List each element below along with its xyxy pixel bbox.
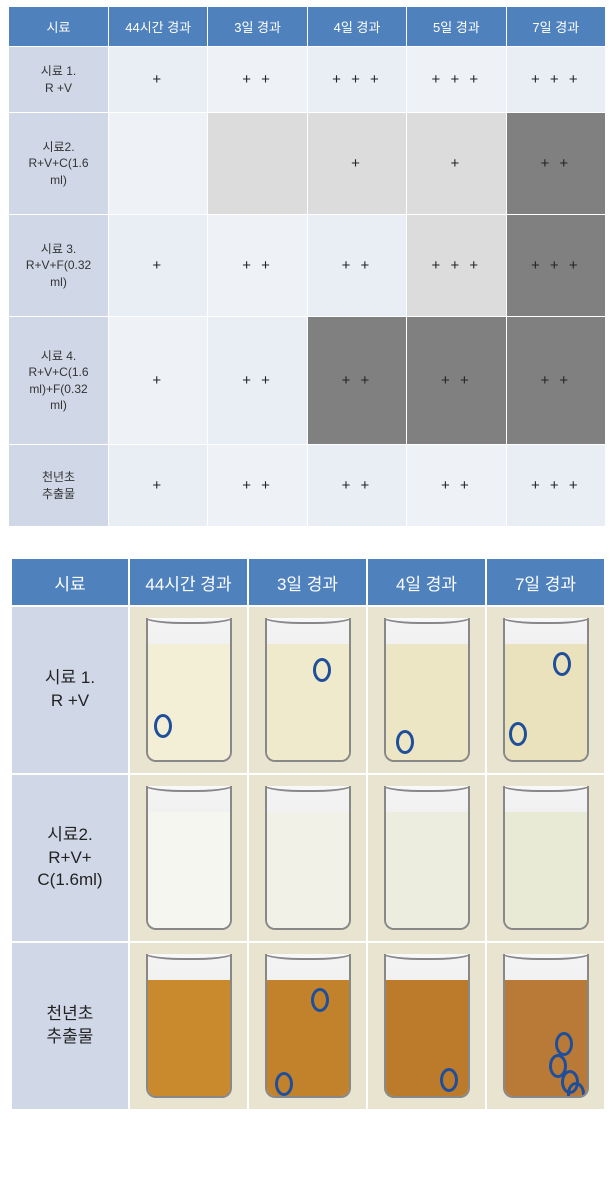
- t2-photo-cell: [129, 606, 248, 774]
- vial-icon: [503, 954, 589, 1098]
- t2-col-header: 4일 경과: [367, 558, 486, 606]
- photo-table: 시료 44시간 경과 3일 경과 4일 경과 7일 경과 시료 1.R +V시료…: [10, 557, 606, 1111]
- t1-row-label: 천년초추출물: [9, 445, 109, 527]
- annotation-ring-icon: [313, 658, 331, 682]
- t1-cell: [208, 113, 307, 215]
- t1-cell: +: [109, 47, 208, 113]
- t1-row-label: 시료 3.R+V+F(0.32ml): [9, 215, 109, 317]
- t2-col-header: 44시간 경과: [129, 558, 248, 606]
- t2-photo-cell: [486, 942, 605, 1110]
- table-row: 천년초추출물++ ++ ++ ++ + +: [9, 445, 606, 527]
- vial-liquid: [148, 812, 230, 928]
- t2-photo-cell: [248, 942, 367, 1110]
- t2-row-label: 시료 1.R +V: [11, 606, 129, 774]
- table-row: 시료2.R+V+C(1.6ml): [11, 774, 605, 942]
- t1-cell: + +: [506, 317, 605, 445]
- vial-icon: [265, 786, 351, 930]
- t2-col-header: 7일 경과: [486, 558, 605, 606]
- vial-icon: [146, 954, 232, 1098]
- t1-cell: +: [109, 317, 208, 445]
- t1-cell: + +: [506, 113, 605, 215]
- t1-cell: + + +: [506, 215, 605, 317]
- table-row: 천년초추출물: [11, 942, 605, 1110]
- annotation-ring-icon: [567, 1082, 585, 1098]
- vial-icon: [503, 618, 589, 762]
- t1-cell: + + +: [407, 215, 506, 317]
- t2-photo-cell: [367, 606, 486, 774]
- vial-liquid: [267, 812, 349, 928]
- vial-icon: [146, 786, 232, 930]
- t2-photo-cell: [248, 774, 367, 942]
- t2-col-header: 3일 경과: [248, 558, 367, 606]
- vial-icon: [503, 786, 589, 930]
- t1-cell: + + +: [506, 47, 605, 113]
- t1-row-label: 시료2.R+V+C(1.6ml): [9, 113, 109, 215]
- t2-row-label: 천년초추출물: [11, 942, 129, 1110]
- vial-liquid: [148, 980, 230, 1096]
- t1-cell: +: [307, 113, 406, 215]
- vial-icon: [384, 954, 470, 1098]
- annotation-ring-icon: [509, 722, 527, 746]
- t2-photo-cell: [129, 942, 248, 1110]
- table-row: 시료2.R+V+C(1.6ml)+++ +: [9, 113, 606, 215]
- vial-icon: [384, 618, 470, 762]
- t1-cell: + +: [407, 445, 506, 527]
- annotation-ring-icon: [553, 652, 571, 676]
- t1-col-header: 4일 경과: [307, 7, 406, 47]
- t1-cell: +: [109, 215, 208, 317]
- t2-photo-cell: [486, 774, 605, 942]
- t1-cell: + +: [208, 215, 307, 317]
- t1-header-row: 시료 44시간 경과 3일 경과 4일 경과 5일 경과 7일 경과: [9, 7, 606, 47]
- t1-cell: + + +: [407, 47, 506, 113]
- t1-col-header: 시료: [9, 7, 109, 47]
- t2-photo-cell: [367, 774, 486, 942]
- t1-cell: + +: [208, 445, 307, 527]
- annotation-ring-icon: [154, 714, 172, 738]
- annotation-ring-icon: [440, 1068, 458, 1092]
- t1-cell: +: [109, 445, 208, 527]
- t1-col-header: 7일 경과: [506, 7, 605, 47]
- t1-cell: +: [407, 113, 506, 215]
- annotation-ring-icon: [396, 730, 414, 754]
- t1-cell: + +: [307, 445, 406, 527]
- table-row: 시료 1.R +V: [11, 606, 605, 774]
- table-row: 시료 4.R+V+C(1.6ml)+F(0.32ml)++ ++ ++ ++ +: [9, 317, 606, 445]
- t2-row-label: 시료2.R+V+C(1.6ml): [11, 774, 129, 942]
- t1-cell: + +: [307, 317, 406, 445]
- t1-row-label: 시료 1.R +V: [9, 47, 109, 113]
- annotation-ring-icon: [275, 1072, 293, 1096]
- vial-icon: [384, 786, 470, 930]
- t1-cell: + +: [208, 317, 307, 445]
- t2-header-row: 시료 44시간 경과 3일 경과 4일 경과 7일 경과: [11, 558, 605, 606]
- t2-col-header: 시료: [11, 558, 129, 606]
- observation-table: 시료 44시간 경과 3일 경과 4일 경과 5일 경과 7일 경과 시료 1.…: [8, 6, 606, 527]
- t1-cell: + + +: [506, 445, 605, 527]
- vial-liquid: [505, 812, 587, 928]
- t2-photo-cell: [129, 774, 248, 942]
- annotation-ring-icon: [311, 988, 329, 1012]
- vial-liquid: [267, 644, 349, 760]
- t1-cell: [109, 113, 208, 215]
- t2-photo-cell: [248, 606, 367, 774]
- vial-icon: [265, 954, 351, 1098]
- t1-col-header: 3일 경과: [208, 7, 307, 47]
- t2-photo-cell: [367, 942, 486, 1110]
- table-row: 시료 1.R +V++ ++ + ++ + ++ + +: [9, 47, 606, 113]
- vial-liquid: [386, 812, 468, 928]
- annotation-ring-icon: [555, 1032, 573, 1056]
- vial-icon: [146, 618, 232, 762]
- t1-row-label: 시료 4.R+V+C(1.6ml)+F(0.32ml): [9, 317, 109, 445]
- t1-cell: + +: [208, 47, 307, 113]
- t1-col-header: 5일 경과: [407, 7, 506, 47]
- t2-photo-cell: [486, 606, 605, 774]
- t1-cell: + +: [307, 215, 406, 317]
- table-row: 시료 3.R+V+F(0.32ml)++ ++ ++ + ++ + +: [9, 215, 606, 317]
- t1-cell: + +: [407, 317, 506, 445]
- t1-cell: + + +: [307, 47, 406, 113]
- t1-col-header: 44시간 경과: [109, 7, 208, 47]
- vial-icon: [265, 618, 351, 762]
- vial-liquid: [148, 644, 230, 760]
